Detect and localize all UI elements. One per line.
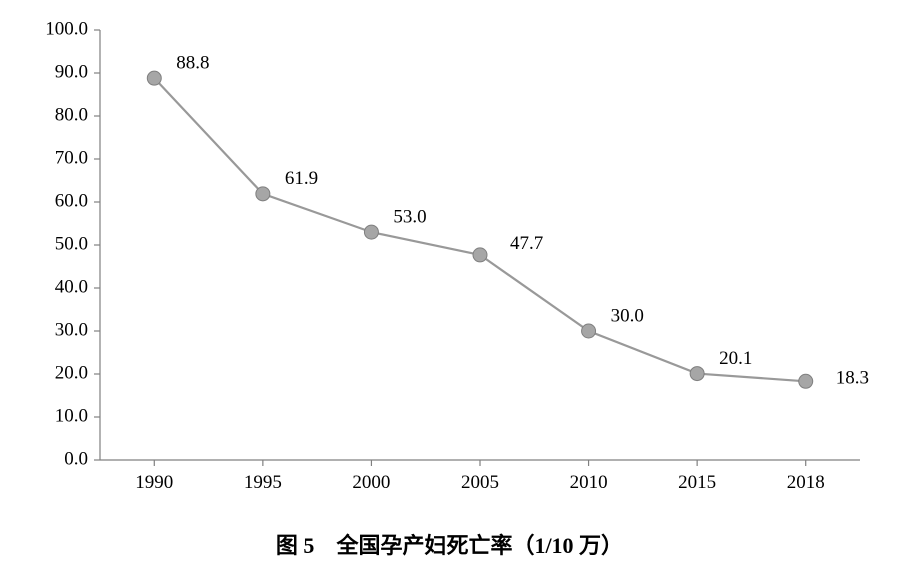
svg-text:70.0: 70.0 [55, 147, 88, 168]
svg-text:20.1: 20.1 [719, 348, 752, 369]
svg-text:2010: 2010 [570, 472, 608, 493]
chart-container: 0.0 10.0 20.0 30.0 40.0 50.0 60.0 70.0 80.0 90.0 1… [0, 0, 899, 573]
svg-text:90.0: 90.0 [55, 61, 88, 82]
svg-text:50.0: 50.0 [55, 233, 88, 254]
svg-text:10.0: 10.0 [55, 405, 88, 426]
caption-text: 全国孕产妇死亡率（1/10 万） [336, 533, 623, 558]
svg-text:88.8: 88.8 [176, 53, 209, 74]
svg-text:2015: 2015 [678, 472, 716, 493]
svg-text:30.0: 30.0 [55, 319, 88, 340]
svg-text:40.0: 40.0 [55, 276, 88, 297]
svg-text:47.7: 47.7 [510, 233, 543, 254]
svg-text:1995: 1995 [244, 472, 282, 493]
caption-prefix: 图 5 [276, 533, 315, 558]
svg-text:30.0: 30.0 [611, 305, 644, 326]
chart-caption: 图 5 全国孕产妇死亡率（1/10 万） [0, 528, 899, 560]
svg-text:20.0: 20.0 [55, 362, 88, 383]
svg-text:80.0: 80.0 [55, 104, 88, 125]
svg-text:2000: 2000 [352, 472, 390, 493]
line-chart: 0.0 10.0 20.0 30.0 40.0 50.0 60.0 70.0 80.0 90.0 1… [0, 0, 899, 573]
svg-text:60.0: 60.0 [55, 190, 88, 211]
svg-text:61.9: 61.9 [285, 168, 318, 189]
svg-text:1990: 1990 [135, 472, 173, 493]
svg-text:2005: 2005 [461, 472, 499, 493]
svg-text:0.0: 0.0 [64, 448, 88, 469]
svg-text:53.0: 53.0 [393, 206, 426, 227]
svg-text:18.3: 18.3 [836, 368, 869, 389]
svg-text:100.0: 100.0 [45, 18, 88, 39]
svg-text:2018: 2018 [787, 472, 825, 493]
